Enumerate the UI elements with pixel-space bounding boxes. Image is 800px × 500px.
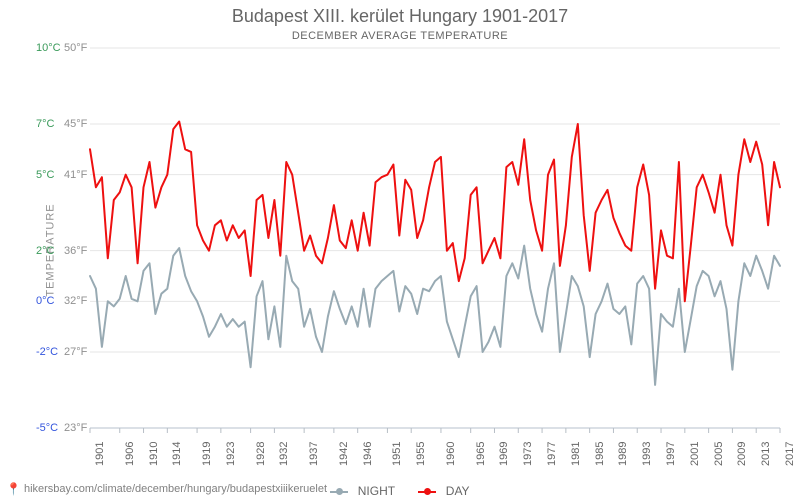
ytick-celsius: -5°C [36,422,58,434]
ytick-fahrenheit: 27°F [64,346,87,358]
series-day [90,122,780,302]
xtick-year: 1997 [665,442,677,466]
xtick-year: 1928 [255,442,267,466]
chart-subtitle: DECEMBER AVERAGE TEMPERATURE [0,30,800,42]
xtick-year: 1965 [475,442,487,466]
xtick-year: 1981 [570,442,582,466]
xtick-year: 2009 [736,442,748,466]
ytick-fahrenheit: 41°F [64,169,87,181]
plot-svg [90,48,780,428]
ytick-celsius: 10°C [36,42,61,54]
xtick-year: 1993 [641,442,653,466]
legend-label-day: DAY [446,484,470,498]
legend-item-day: DAY [418,484,469,498]
legend-label-night: NIGHT [358,484,395,498]
xtick-year: 1977 [546,442,558,466]
credit-line: 📍 hikersbay.com/climate/december/hungary… [6,482,327,496]
ytick-fahrenheit: 32°F [64,295,87,307]
ytick-fahrenheit: 50°F [64,42,87,54]
series-night [90,246,780,385]
chart-title: Budapest XIII. kerület Hungary 1901-2017 [0,6,800,27]
ytick-celsius: 7°C [36,118,54,130]
xtick-year: 1989 [617,442,629,466]
legend-swatch-day [418,491,436,493]
xtick-year: 1914 [171,442,183,466]
xtick-year: 1951 [391,442,403,466]
xtick-year: 1985 [594,442,606,466]
legend-item-night: NIGHT [330,484,395,498]
xtick-year: 2001 [689,442,701,466]
xtick-year: 2005 [713,442,725,466]
ytick-celsius: 0°C [36,295,54,307]
ytick-celsius: 2°C [36,245,54,257]
xtick-year: 2013 [760,442,772,466]
xtick-year: 1937 [308,442,320,466]
chart-container: Budapest XIII. kerület Hungary 1901-2017… [0,0,800,500]
xtick-year: 1901 [94,442,106,466]
xtick-year: 1946 [362,442,374,466]
xtick-year: 1973 [522,442,534,466]
ytick-celsius: -2°C [36,346,58,358]
credit-text: hikersbay.com/climate/december/hungary/b… [24,483,327,495]
xtick-year: 1960 [445,442,457,466]
ytick-fahrenheit: 23°F [64,422,87,434]
legend-swatch-night [330,491,348,493]
plot-area [90,48,780,428]
ytick-fahrenheit: 45°F [64,118,87,130]
xtick-year: 2017 [784,442,796,466]
ytick-celsius: 5°C [36,169,54,181]
xtick-year: 1919 [201,442,213,466]
xtick-year: 1906 [124,442,136,466]
map-pin-icon: 📍 [6,482,21,496]
ytick-fahrenheit: 36°F [64,245,87,257]
xtick-year: 1942 [338,442,350,466]
xtick-year: 1923 [225,442,237,466]
gridlines [90,48,780,428]
xtick-year: 1932 [278,442,290,466]
xtick-year: 1969 [498,442,510,466]
xtick-year: 1910 [148,442,160,466]
xtick-year: 1955 [415,442,427,466]
